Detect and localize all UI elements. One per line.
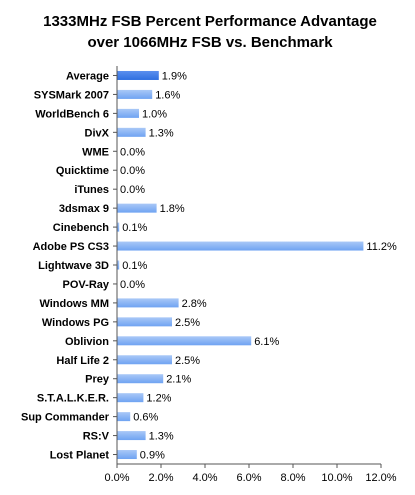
bar: [117, 317, 172, 327]
bar: [117, 241, 364, 251]
value-label: 0.9%: [140, 450, 165, 462]
value-label: 2.5%: [175, 355, 200, 367]
category-label: Average: [66, 70, 109, 82]
chart-title-line-1: 1333MHz FSB Percent Performance Advantag…: [43, 13, 377, 30]
value-label: 0.0%: [120, 146, 145, 158]
x-tick-label: 6.0%: [236, 472, 261, 484]
value-label: 0.0%: [120, 165, 145, 177]
category-label: Sup Commander: [21, 412, 110, 424]
bar: [117, 450, 137, 460]
category-label: Windows MM: [39, 298, 109, 310]
x-tick-label: 10.0%: [321, 472, 352, 484]
value-label: 1.2%: [146, 393, 171, 405]
category-label: Prey: [85, 374, 110, 386]
value-label: 2.8%: [182, 298, 207, 310]
category-label: Lost Planet: [50, 450, 110, 462]
x-tick-label: 4.0%: [192, 472, 217, 484]
plot-area: Average 1.9% SYSMark 2007 1.6% WorldBench 6 1…: [21, 66, 397, 484]
value-label: 0.1%: [122, 222, 147, 234]
category-label: Cinebench: [53, 222, 110, 234]
category-label: Quicktime: [56, 165, 109, 177]
value-label: 1.0%: [142, 108, 167, 120]
bar: [117, 374, 164, 384]
category-label: WorldBench 6: [35, 108, 109, 120]
value-label: 0.1%: [122, 260, 147, 272]
category-label: Windows PG: [42, 317, 109, 329]
bar: [117, 203, 157, 213]
x-tick-label: 0.0%: [104, 472, 129, 484]
x-tick-label: 2.0%: [148, 472, 173, 484]
bar: [117, 412, 131, 422]
bar: [117, 336, 252, 346]
value-label: 0.6%: [133, 412, 158, 424]
value-label: 1.3%: [149, 127, 174, 139]
bar: [117, 393, 144, 403]
category-label: SYSMark 2007: [34, 89, 109, 101]
category-label: Oblivion: [65, 336, 109, 348]
bar: [117, 298, 179, 308]
bar: [117, 355, 172, 365]
value-label: 1.6%: [155, 89, 180, 101]
category-label: iTunes: [74, 184, 109, 196]
value-label: 2.1%: [166, 374, 191, 386]
category-label: WME: [82, 146, 109, 158]
category-label: RS:V: [83, 431, 110, 443]
value-label: 1.3%: [149, 431, 174, 443]
chart-title-line-2: over 1066MHz FSB vs. Benchmark: [87, 34, 333, 51]
bar: [117, 260, 120, 270]
bar: [117, 108, 139, 118]
value-label: 1.8%: [160, 203, 185, 215]
value-label: 0.0%: [120, 184, 145, 196]
value-label: 1.9%: [162, 70, 187, 82]
category-label: S.T.A.L.K.E.R.: [37, 393, 109, 405]
category-label: POV-Ray: [63, 279, 110, 291]
category-label: Adobe PS CS3: [33, 241, 109, 253]
category-label: Half Life 2: [56, 355, 109, 367]
bar: [117, 70, 159, 80]
category-label: Lightwave 3D: [38, 260, 109, 272]
x-tick-label: 8.0%: [280, 472, 305, 484]
bar: [117, 431, 146, 441]
category-label: DivX: [85, 127, 110, 139]
x-tick-label: 12.0%: [365, 472, 396, 484]
bar: [117, 127, 146, 137]
value-label: 6.1%: [254, 336, 279, 348]
bar: [117, 89, 153, 99]
value-label: 11.2%: [366, 241, 397, 253]
category-label: 3dsmax 9: [59, 203, 109, 215]
value-label: 2.5%: [175, 317, 200, 329]
bar: [117, 222, 120, 232]
value-label: 0.0%: [120, 279, 145, 291]
